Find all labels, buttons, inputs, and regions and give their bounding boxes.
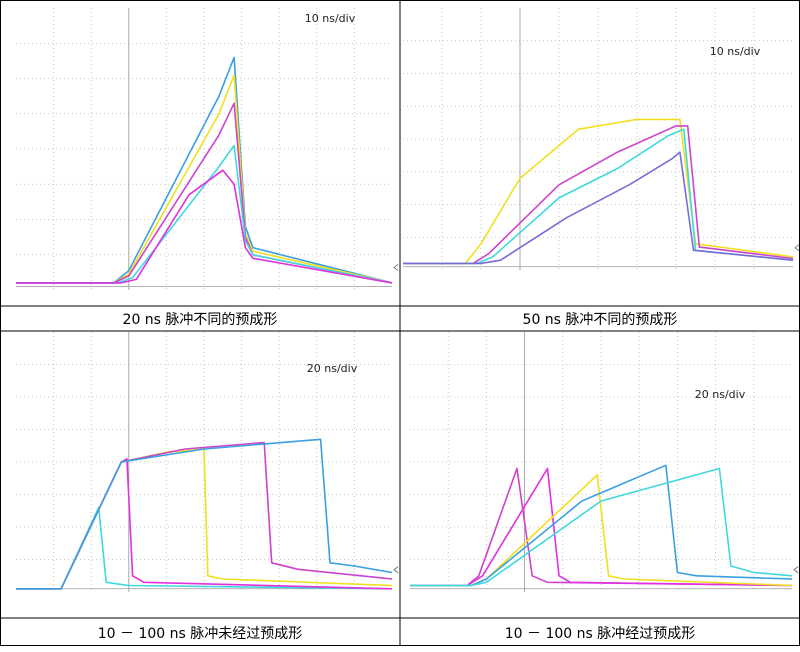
scale-label: 20 ns/div bbox=[695, 388, 746, 401]
caption-top-right: 50 ns 脉冲不同的预成形 bbox=[523, 312, 678, 328]
trace-0 bbox=[16, 56, 393, 284]
trace-1 bbox=[16, 74, 393, 284]
trace-3 bbox=[16, 144, 393, 284]
scope-grid bbox=[410, 332, 792, 592]
trace-2 bbox=[16, 448, 393, 590]
panel-bottom-right: 20 ns/div bbox=[410, 332, 799, 592]
scale-label: 20 ns/div bbox=[307, 362, 358, 375]
caption-bottom-left: 10 － 100 ns 脉冲未经过预成形 bbox=[98, 626, 303, 642]
trace-2 bbox=[403, 128, 794, 265]
trace-1 bbox=[403, 125, 794, 265]
caption-top-left: 20 ns 脉冲不同的预成形 bbox=[123, 312, 278, 328]
trigger-marker-icon bbox=[793, 566, 799, 574]
scale-label: 10 ns/div bbox=[710, 45, 761, 58]
panel-bottom-left: 20 ns/div bbox=[16, 332, 399, 592]
scope-grid bbox=[403, 8, 793, 270]
trigger-marker-icon bbox=[393, 566, 399, 574]
trace-1 bbox=[16, 458, 393, 590]
trace-3 bbox=[403, 151, 794, 265]
trigger-marker-icon bbox=[794, 244, 800, 252]
trace-2 bbox=[16, 102, 393, 284]
trace-4 bbox=[410, 467, 793, 587]
panel-top-right: 10 ns/div bbox=[403, 8, 800, 270]
trace-4 bbox=[16, 169, 393, 284]
scope-grid bbox=[16, 8, 392, 290]
scale-label: 10 ns/div bbox=[305, 12, 356, 25]
caption-bottom-right: 10 － 100 ns 脉冲经过预成形 bbox=[505, 626, 696, 642]
trigger-marker-icon bbox=[393, 264, 399, 271]
trace-4 bbox=[16, 438, 393, 590]
panel-top-left: 10 ns/div bbox=[16, 8, 399, 290]
